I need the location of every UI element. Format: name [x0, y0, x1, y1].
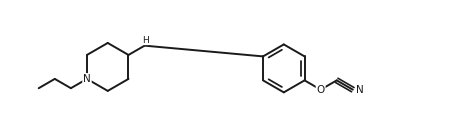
Text: H: H: [141, 36, 148, 45]
Text: N: N: [356, 85, 363, 95]
Text: N: N: [83, 74, 91, 84]
Text: O: O: [316, 85, 324, 95]
